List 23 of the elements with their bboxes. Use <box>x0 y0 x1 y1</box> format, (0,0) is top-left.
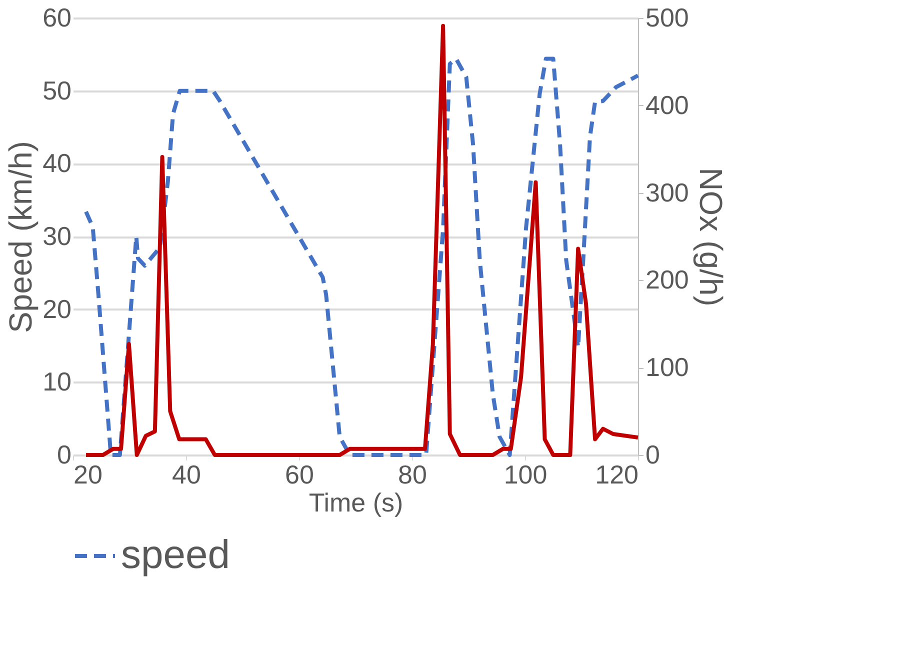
x-tick-label: 100 <box>504 460 548 490</box>
y2-tick-label: 300 <box>646 177 689 208</box>
y-tick-label: 40 <box>42 148 72 178</box>
y-axis-title: Speed (km/h) <box>2 140 39 334</box>
x-tick-label: 20 <box>74 460 102 490</box>
y-tick-label: 20 <box>42 294 72 324</box>
x-tick-label: 120 <box>595 460 638 490</box>
x-tick-label: 40 <box>172 460 201 490</box>
x-tick-label: 80 <box>398 460 427 490</box>
y-tick-label: 30 <box>42 221 72 251</box>
y-tick-label: 0 <box>57 440 72 470</box>
y2-tick-label: 100 <box>646 352 689 382</box>
y-tick-label: 10 <box>42 366 72 397</box>
y2-tick-label: 500 <box>646 2 689 32</box>
y2-tick-label: 200 <box>646 264 689 295</box>
y-tick-label: 50 <box>42 75 72 106</box>
x-axis-title: Time (s) <box>308 488 404 518</box>
y2-axis-title: NOx (g/h) <box>692 168 729 306</box>
y-tick-label: 60 <box>42 2 72 32</box>
y2-tick-label: 0 <box>646 440 660 470</box>
legend-label: speed <box>121 533 230 577</box>
x-tick-label: 60 <box>285 460 314 490</box>
y2-tick-label: 400 <box>646 90 689 120</box>
